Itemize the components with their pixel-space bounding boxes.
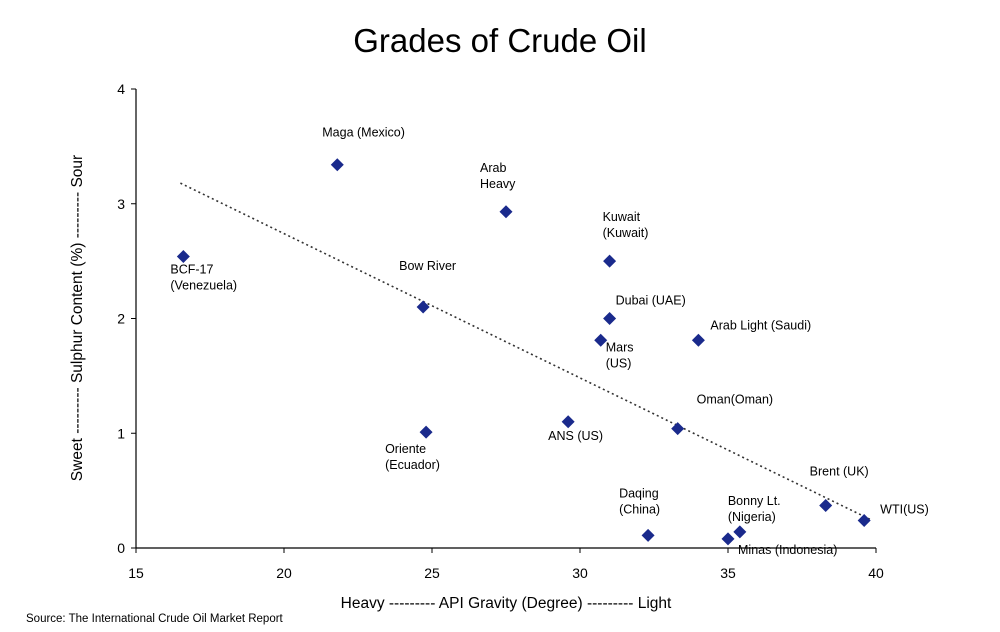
point-label-line: Arab (480, 161, 506, 175)
y-axis-label: Sweet --------- Sulphur Content (%) ----… (69, 155, 86, 481)
point-label-line: (Venezuela) (170, 279, 237, 293)
point-label: WTI(US) (880, 502, 929, 516)
y-tick-label: 3 (117, 196, 125, 212)
data-point-marker (603, 254, 617, 268)
data-point-marker (691, 333, 705, 347)
data-point-marker (499, 205, 513, 219)
point-labels-layer: Maga (Mexico) Arab Heavy BCF-17 (Venezuela) K… (170, 126, 928, 557)
data-point-marker (330, 158, 344, 172)
point-label: Bonny Lt. (Nigeria) (728, 494, 781, 524)
point-label-line: (US) (606, 356, 632, 370)
data-point-marker (561, 415, 575, 429)
point-label-line: (Kuwait) (603, 226, 649, 240)
point-label-line: Arab Light (Saudi) (710, 318, 811, 332)
point-label-line: Oriente (385, 442, 426, 456)
x-tick-label: 25 (424, 565, 440, 581)
point-label: Arab Heavy (480, 161, 516, 191)
x-tick-label: 20 (276, 565, 292, 581)
x-tick-label: 35 (720, 565, 736, 581)
data-point-marker (819, 499, 833, 513)
point-label: Bow River (399, 259, 456, 273)
trendline-layer (180, 182, 871, 521)
point-label: Arab Light (Saudi) (710, 318, 811, 332)
point-label-line: WTI(US) (880, 502, 929, 516)
point-label: Mars (US) (606, 340, 634, 370)
data-point-marker (721, 532, 735, 546)
point-label: Brent (UK) (810, 465, 869, 479)
y-tick-label: 4 (117, 81, 125, 97)
point-label-line: Kuwait (603, 210, 641, 224)
point-label-line: (Ecuador) (385, 458, 440, 472)
data-point-marker (176, 250, 190, 264)
data-point-marker (419, 425, 433, 439)
point-label-line: Daqing (619, 486, 659, 500)
point-label-line: Mars (606, 340, 634, 354)
point-label-line: (Nigeria) (728, 510, 776, 524)
chart-title: Grades of Crude Oil (353, 22, 647, 59)
point-label: Maga (Mexico) (322, 126, 405, 140)
point-label-line: Dubai (UAE) (616, 294, 686, 308)
point-label-line: Bow River (399, 259, 456, 273)
point-label: Dubai (UAE) (616, 294, 686, 308)
point-label-line: Minas (Indonesia) (738, 543, 837, 557)
source-note: Source: The International Crude Oil Mark… (26, 613, 283, 625)
axes: 0 1 2 3 4 15 20 25 30 35 40 (117, 81, 884, 581)
point-label-line: BCF-17 (170, 263, 213, 277)
point-label-line: Brent (UK) (810, 465, 869, 479)
trendline (180, 182, 871, 521)
x-tick-label: 40 (868, 565, 884, 581)
x-tick-label: 15 (128, 565, 144, 581)
data-point-marker (857, 513, 871, 527)
data-point-marker (416, 300, 430, 314)
point-label-line: ANS (US) (548, 429, 603, 443)
point-label-line: Maga (Mexico) (322, 126, 405, 140)
data-point-marker (733, 525, 747, 539)
point-label-line: Heavy (480, 177, 516, 191)
y-tick-label: 2 (117, 311, 125, 327)
y-tick-label: 1 (117, 425, 125, 441)
point-label: Kuwait (Kuwait) (603, 210, 649, 240)
point-label-line: (China) (619, 502, 660, 516)
point-label-line: Oman(Oman) (697, 393, 773, 407)
point-label: Daqing (China) (619, 486, 660, 516)
point-label-line: Bonny Lt. (728, 494, 781, 508)
x-tick-label: 30 (572, 565, 588, 581)
point-label: Oriente (Ecuador) (385, 442, 440, 472)
data-point-marker (671, 422, 685, 436)
point-label: BCF-17 (Venezuela) (170, 263, 237, 293)
data-point-marker (641, 528, 655, 542)
point-label: ANS (US) (548, 429, 603, 443)
data-point-marker (594, 333, 608, 347)
point-label: Oman(Oman) (697, 393, 773, 407)
y-tick-label: 0 (117, 540, 125, 556)
point-label: Minas (Indonesia) (738, 543, 837, 557)
points-layer (176, 158, 871, 546)
data-point-marker (603, 312, 617, 325)
x-axis-label: Heavy --------- API Gravity (Degree) ---… (341, 595, 672, 612)
